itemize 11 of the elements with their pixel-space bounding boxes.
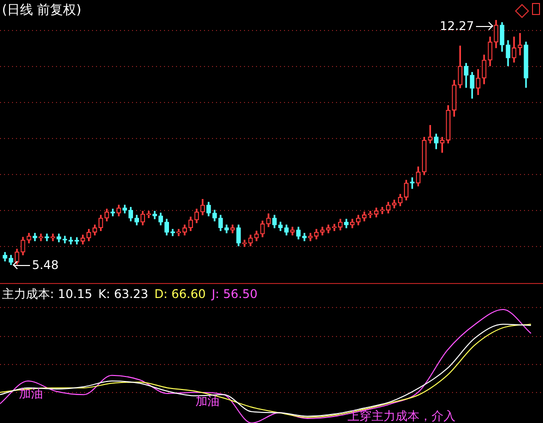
chart-title: 主力成本: 10.15 bbox=[2, 287, 92, 301]
annotation: 加油 bbox=[195, 394, 220, 408]
annotation: 上穿主力成本，介入 bbox=[348, 408, 456, 423]
annotation: 5.48 bbox=[32, 258, 59, 272]
chart-title: (日线 前复权) bbox=[2, 2, 82, 19]
annotation: 12.27 bbox=[440, 19, 474, 33]
text: K: 63.23 bbox=[98, 287, 148, 301]
text: D: 66.60 bbox=[154, 287, 206, 301]
text: J: 56.50 bbox=[212, 287, 258, 301]
candlestick bbox=[518, 33, 522, 56]
annotation: 加油 bbox=[19, 386, 44, 401]
